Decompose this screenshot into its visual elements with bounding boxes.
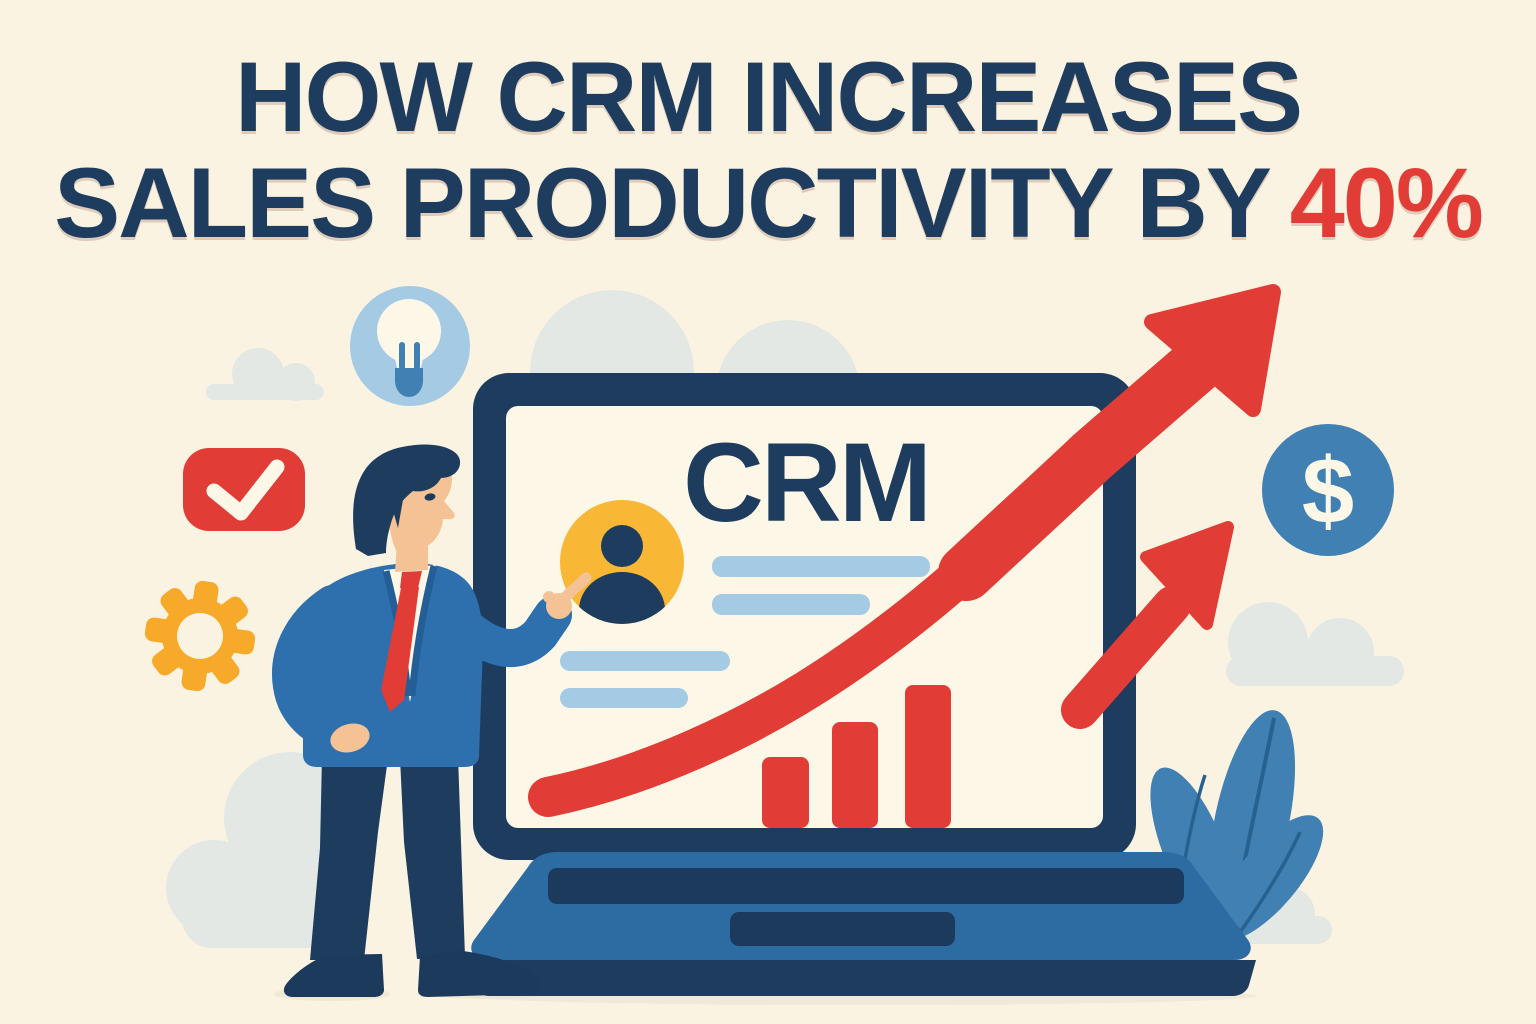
trackpad — [730, 912, 955, 946]
cloud-behind-man — [166, 752, 356, 948]
cloud-top-left — [206, 348, 324, 401]
user-avatar-icon — [560, 500, 684, 624]
lapel-line — [408, 565, 438, 697]
headline-line2-text: SALES PRODUCTIVITY BY — [54, 146, 1272, 258]
headline-highlight-percent: 40% — [1289, 146, 1484, 258]
sideburn — [389, 494, 404, 528]
gear-icon — [144, 580, 256, 692]
headline: HOW CRM INCREASES SALES PRODUCTIVITY BY 4… — [0, 44, 1536, 256]
screen-text-lines — [560, 556, 930, 708]
laptop-base — [466, 852, 1256, 996]
plant-leaves — [1150, 710, 1324, 941]
dollar-symbol: $ — [1302, 438, 1354, 543]
laptop: CRM — [473, 373, 1136, 860]
bar — [905, 685, 951, 828]
dollar-icon: $ — [1262, 424, 1394, 556]
keyboard — [548, 868, 1184, 904]
left-hand — [330, 723, 370, 753]
right-leg — [400, 756, 465, 959]
lightbulb-icon — [350, 286, 470, 406]
headline-line-2: SALES PRODUCTIVITY BY 40% — [0, 146, 1536, 258]
left-leg — [310, 756, 388, 960]
screen-text-line — [712, 594, 870, 615]
secondary-growth-arrow-icon — [1061, 521, 1234, 729]
tie — [381, 571, 422, 712]
cloud-mid-right — [1226, 602, 1404, 686]
right-arm — [433, 595, 572, 667]
growth-arrow-icon — [528, 284, 1281, 817]
headline-line-1: HOW CRM INCREASES — [234, 41, 1303, 152]
screen-text-line — [560, 651, 730, 671]
screen-text-line — [560, 688, 688, 708]
right-shoe — [418, 951, 542, 997]
bar — [832, 722, 878, 828]
pointing-hand — [543, 572, 592, 619]
businessman — [272, 444, 592, 997]
laptop-front-edge — [466, 960, 1256, 996]
crm-screen-label: CRM — [683, 420, 929, 545]
bar — [762, 757, 809, 828]
left-shoe — [283, 954, 384, 997]
screen-text-line — [712, 556, 930, 577]
eye — [424, 493, 436, 501]
checkmark-icon — [183, 448, 305, 531]
screen-bar-chart — [762, 685, 951, 828]
hair — [353, 444, 461, 556]
